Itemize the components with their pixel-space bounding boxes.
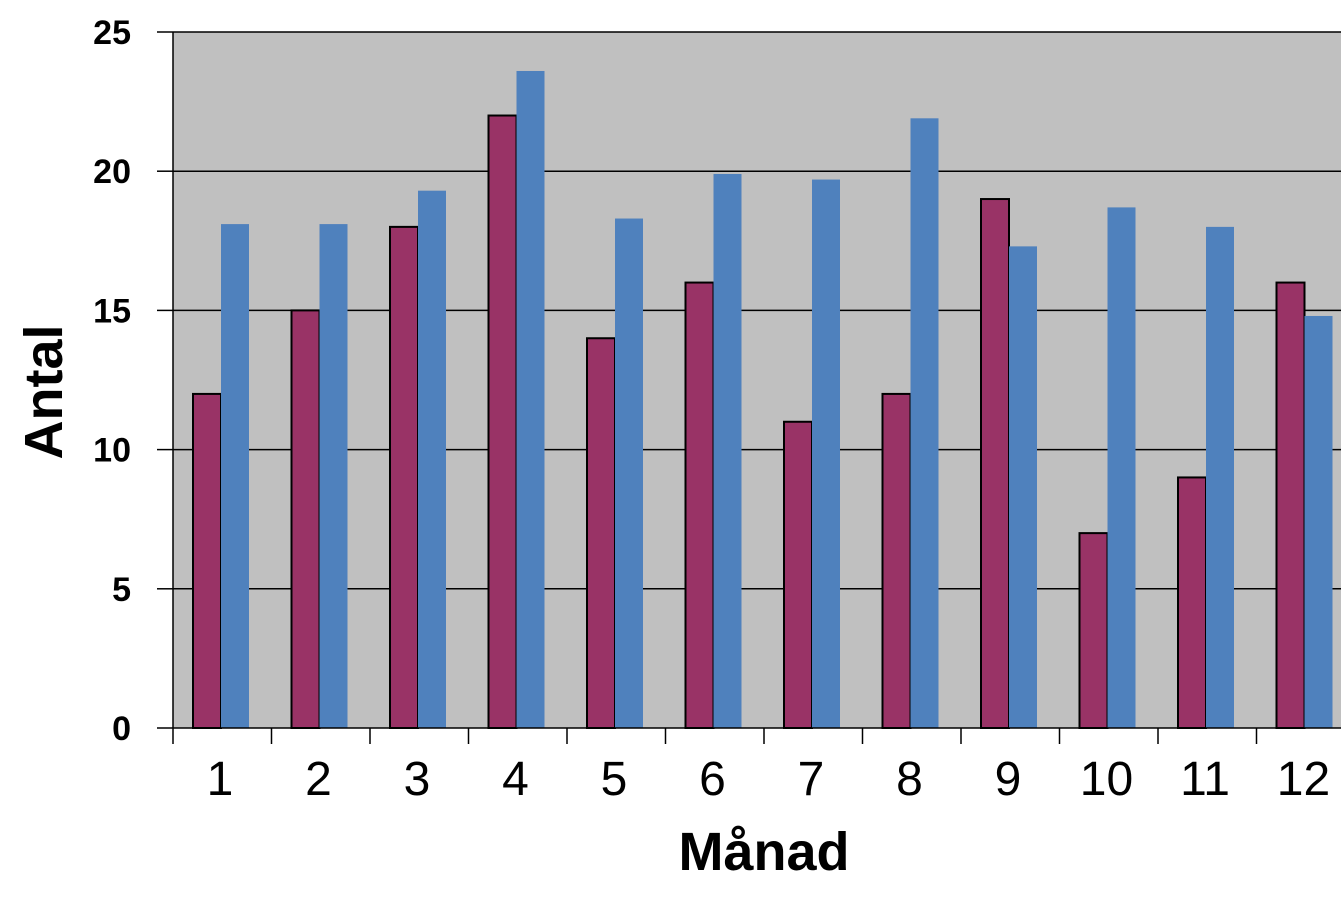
bar-series2 — [418, 190, 446, 729]
x-tick-label: 8 — [896, 753, 923, 806]
x-tick-label: 6 — [699, 753, 726, 806]
x-tick-label: 5 — [601, 753, 628, 806]
bar-series2 — [812, 179, 840, 728]
x-tick-label: 10 — [1080, 753, 1133, 806]
gridlines — [157, 31, 1341, 729]
bar-series1 — [980, 198, 1010, 730]
x-tick-labels: 1 2 3 4 5 6 7 8 9 10 11 12 — [207, 753, 1331, 806]
axes — [172, 32, 1341, 744]
bar-series2 — [1206, 226, 1234, 728]
bar-series2 — [221, 224, 249, 728]
plot-area — [173, 32, 1341, 728]
bar-series2 — [1304, 315, 1333, 728]
bar-series2 — [713, 173, 742, 728]
bar-series1 — [1078, 532, 1109, 729]
y-tick-label: 5 — [112, 571, 131, 609]
bar-series1 — [586, 337, 616, 729]
bar-series1 — [783, 420, 813, 729]
bar-series2 — [1009, 246, 1037, 729]
y-tick-label: 25 — [93, 14, 131, 52]
bars — [192, 70, 1333, 730]
bar-series2 — [910, 118, 939, 728]
bar-series1 — [1275, 281, 1306, 729]
x-tick-label: 7 — [798, 753, 825, 806]
bar-series2 — [319, 224, 348, 728]
x-tick-label: 9 — [995, 753, 1022, 806]
x-tick-label: 2 — [305, 753, 332, 806]
x-tick-label: 4 — [502, 753, 529, 806]
x-axis-title: Månad — [678, 822, 849, 882]
y-tick-label: 20 — [93, 153, 131, 191]
bar-series1 — [1177, 476, 1207, 729]
bar-series2 — [615, 218, 643, 728]
bar-series1 — [192, 392, 222, 729]
bar-series1 — [389, 225, 419, 729]
y-tick-label: 0 — [112, 710, 131, 748]
x-tick-label: 11 — [1180, 753, 1230, 806]
y-axis-title: Antal — [14, 325, 74, 460]
bar-series1 — [684, 281, 715, 729]
x-tick-label: 1 — [207, 753, 234, 806]
bar-series1 — [487, 114, 518, 729]
x-tick-label: 3 — [404, 753, 431, 806]
bar-series1 — [881, 392, 912, 729]
y-tick-labels: 0 5 10 15 20 25 — [93, 14, 131, 748]
bar-series2 — [1107, 207, 1136, 729]
bar-series1 — [290, 309, 321, 729]
x-tick-label: 12 — [1277, 753, 1330, 806]
y-tick-label: 10 — [93, 432, 131, 470]
bar-series2 — [516, 70, 545, 728]
y-tick-label: 15 — [93, 292, 131, 330]
